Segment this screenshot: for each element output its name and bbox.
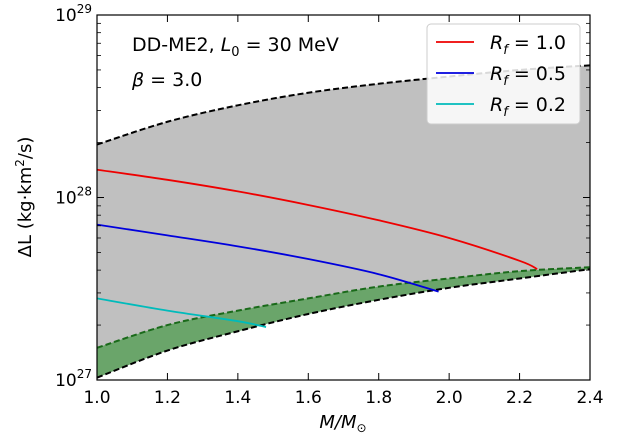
- y-tick-label: 1027: [55, 367, 92, 391]
- gray-band: [97, 65, 590, 378]
- green-band: [97, 267, 590, 378]
- x-tick-label: 2.0: [436, 388, 463, 408]
- x-tick-label: 1.4: [224, 388, 251, 408]
- y-axis-label: ΔL (kg·km2/s): [13, 137, 36, 258]
- lower-boundary: [97, 268, 590, 379]
- annotation-model: DD-ME2, L0 = 30 MeV: [132, 34, 339, 60]
- series-line-1: [97, 223, 439, 293]
- ticks-layer: 1.0 1.2 1.4 1.6 1.8 2.0 2.2 2.4 1027 1028 1029: [55, 2, 603, 408]
- legend: Rf = 1.0 Rf = 0.5 Rf = 0.2: [426, 23, 581, 125]
- x-tick-label: 1.0: [83, 388, 110, 408]
- series-line-2: [97, 297, 267, 328]
- legend-label-rf-0.5: Rf = 0.5: [490, 63, 566, 89]
- annotation-beta: β = 3.0: [131, 69, 202, 91]
- x-tick-label: 1.2: [154, 388, 181, 408]
- legend-label-rf-1.0: Rf = 1.0: [490, 32, 566, 58]
- legend-label-rf-0.2: Rf = 0.2: [490, 94, 566, 120]
- green-band-upper-boundary: [97, 266, 590, 349]
- legend-box: [426, 23, 581, 125]
- series-line-0: [97, 168, 538, 270]
- x-tick-label: 1.6: [295, 388, 322, 408]
- x-tick-label: 1.8: [365, 388, 392, 408]
- x-tick-label: 2.2: [506, 388, 533, 408]
- x-axis-label: M/M⊙: [319, 412, 366, 435]
- y-tick-label: 1028: [55, 185, 92, 209]
- series-layer: [97, 168, 538, 328]
- y-tick-label: 1029: [55, 2, 92, 26]
- x-tick-label: 2.4: [576, 388, 603, 408]
